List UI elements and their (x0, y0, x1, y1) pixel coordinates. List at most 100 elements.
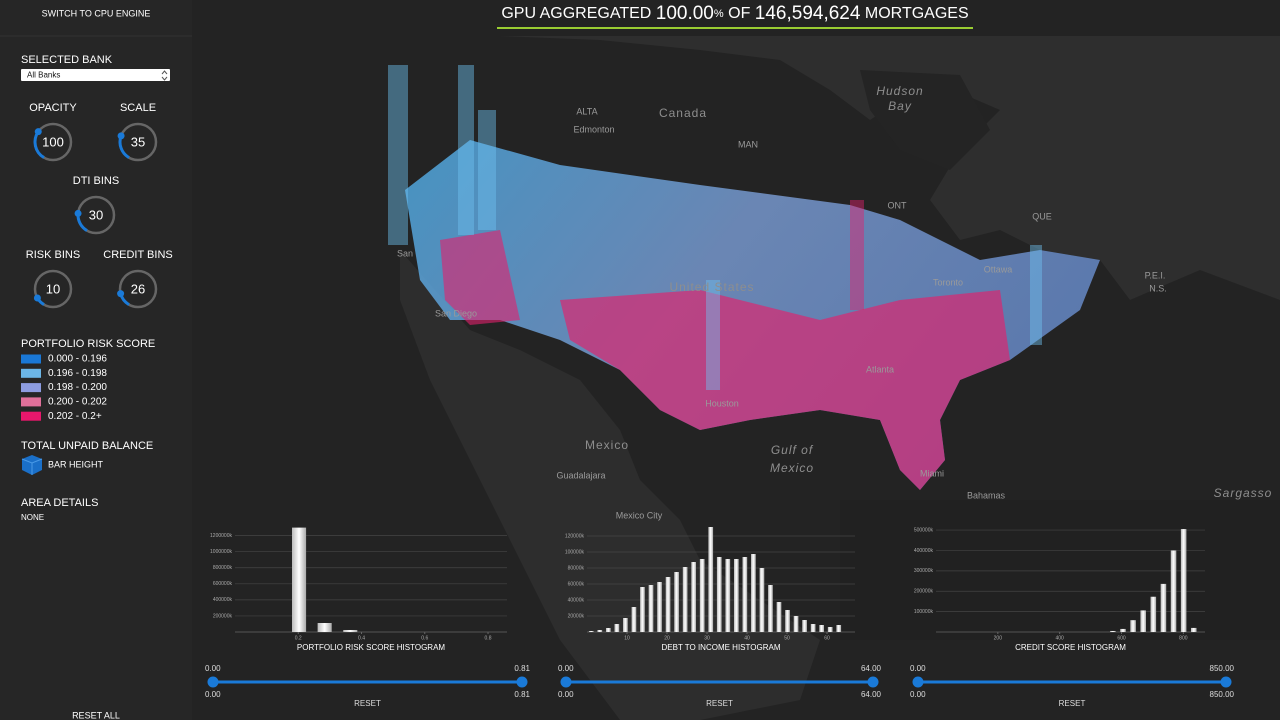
map-label: P.E.I. (1145, 270, 1166, 280)
histogram-bar (665, 577, 671, 632)
range-min: 0.00 (205, 664, 221, 673)
legend-label: 0.202 - 0.2+ (48, 411, 102, 422)
histogram-bar (1130, 620, 1136, 632)
reset-all[interactable]: RESET ALL (72, 710, 120, 720)
range-max: 0.81 (514, 664, 530, 673)
land-canada (192, 36, 1280, 300)
histogram-bar (1140, 610, 1147, 632)
x-tick-label: 50 (784, 635, 790, 641)
histogram-bar (614, 624, 620, 632)
histogram-title: CREDIT SCORE HISTOGRAM (1015, 643, 1126, 652)
slider-knob[interactable] (560, 676, 572, 688)
x-tick-label: 400 (1056, 635, 1065, 641)
reset-button[interactable]: RESET (354, 699, 381, 708)
histogram-bar (819, 625, 825, 632)
histogram-bar (682, 567, 688, 632)
map-label: San (397, 248, 413, 258)
balance-columns (388, 65, 1042, 390)
y-tick-label: 1000000k (210, 549, 232, 555)
map-label: Houston (705, 398, 739, 408)
histogram-bar (605, 628, 611, 632)
bank-select[interactable] (21, 69, 170, 81)
y-tick-label: 400000k (213, 597, 233, 603)
range-min: 0.00 (910, 664, 926, 673)
slider-knob[interactable] (516, 676, 528, 688)
dial-knob[interactable] (33, 294, 41, 302)
slider-knob[interactable] (912, 676, 924, 688)
legend-label: 0.198 - 0.200 (48, 382, 107, 393)
histogram-bar (793, 616, 799, 632)
histogram-bar (699, 559, 705, 632)
histogram-bar (317, 623, 332, 632)
histogram-bar (640, 587, 645, 632)
x-tick-label: 600 (1117, 635, 1126, 641)
map-label: N.S. (1149, 283, 1167, 293)
histogram-bar (742, 557, 748, 632)
legend-label: 0.196 - 0.198 (48, 368, 107, 379)
dial-knob[interactable] (117, 132, 125, 140)
histogram-bar (836, 625, 842, 632)
reset-button[interactable]: RESET (1059, 699, 1086, 708)
dial-label: RISK BINS (26, 249, 80, 261)
histogram-bar (1180, 529, 1187, 632)
map-label: ONT (888, 200, 908, 210)
chart-backdrop (840, 500, 1280, 640)
histogram-bar (827, 627, 833, 632)
balance-column (706, 280, 720, 390)
select-arrow (161, 70, 168, 81)
map-label: Guadalajara (556, 470, 605, 480)
bank-label: SELECTED BANK (21, 54, 113, 66)
selection-min: 0.00 (558, 690, 574, 699)
slider-knob[interactable] (1220, 676, 1232, 688)
risk-region-south (560, 290, 1010, 490)
map-label: Miami (920, 468, 944, 478)
histogram-bar (1170, 550, 1177, 632)
bank-select-value: All Banks (27, 71, 60, 80)
histogram-title: DEBT TO INCOME HISTOGRAM (662, 643, 781, 652)
y-tick-label: 120000k (565, 533, 585, 539)
histogram-bar (751, 554, 756, 632)
dial-knob[interactable] (117, 290, 125, 298)
dial-value: 35 (131, 134, 145, 149)
y-tick-label: 300000k (914, 568, 934, 574)
legend: 0.000 - 0.196 0.196 - 0.198 0.198 - 0.200 0… (21, 354, 107, 422)
area-details-title: AREA DETAILS (21, 497, 98, 509)
dial-knob[interactable] (34, 128, 42, 136)
dial-value: 30 (89, 207, 103, 222)
histogram-bar (708, 527, 714, 632)
histogram-bar (785, 610, 790, 632)
range-max: 850.00 (1210, 664, 1235, 673)
legend-label: 0.000 - 0.196 (48, 354, 107, 365)
x-tick-label: 20 (664, 635, 670, 641)
histogram-bar (657, 582, 662, 632)
slider-knob[interactable] (867, 676, 879, 688)
x-tick-label: 10 (624, 635, 630, 641)
range-min: 0.00 (558, 664, 574, 673)
histogram-bar (674, 572, 679, 632)
dial-label: OPACITY (29, 102, 77, 114)
histogram-bar (1110, 630, 1116, 632)
slider-knob[interactable] (207, 676, 219, 688)
reset-button[interactable]: RESET (706, 699, 733, 708)
dial-knob[interactable] (74, 209, 82, 217)
y-tick-label: 800000k (213, 565, 233, 571)
x-tick-label: 60 (824, 635, 830, 641)
y-tick-label: 500000k (914, 527, 934, 533)
histogram-bar (776, 602, 782, 632)
y-tick-label: 100000k (565, 549, 585, 555)
histogram-bar (810, 624, 816, 632)
x-tick-label: 0.2 (295, 635, 302, 641)
histogram-bar (588, 631, 594, 632)
map-label: Hudson (876, 84, 923, 98)
x-tick-label: 30 (704, 635, 710, 641)
x-tick-label: 0.8 (485, 635, 492, 641)
dial-label: DTI BINS (73, 175, 119, 187)
selection-min: 0.00 (205, 690, 221, 699)
legend-swatch (21, 411, 41, 421)
map-label: Canada (659, 106, 707, 120)
histogram-title: PORTFOLIO RISK SCORE HISTOGRAM (297, 643, 446, 652)
selection-max: 0.81 (514, 690, 530, 699)
engine-toggle[interactable]: SWITCH TO CPU ENGINE (42, 8, 151, 18)
balance-column (1030, 245, 1042, 345)
